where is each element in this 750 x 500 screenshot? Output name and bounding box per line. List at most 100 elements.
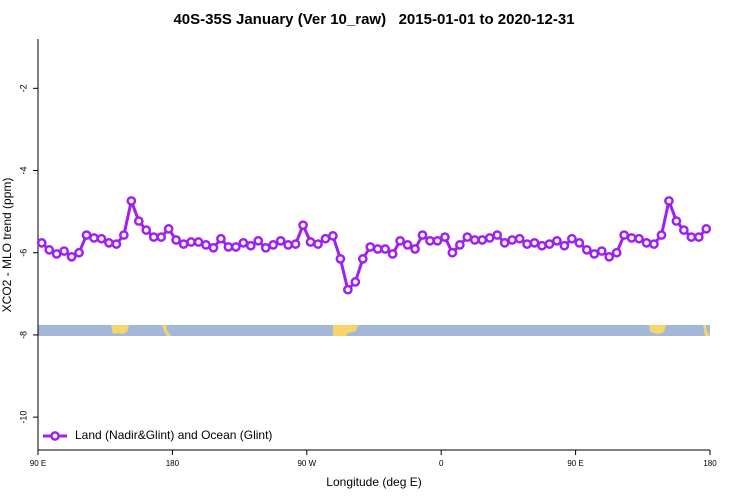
- data-point: [51, 249, 62, 259]
- y-tick-label: -10: [18, 411, 28, 424]
- data-point: [126, 196, 137, 206]
- data-point: [231, 242, 241, 252]
- data-point: [208, 242, 219, 253]
- data-point: [469, 235, 480, 245]
- data-point: [283, 240, 293, 250]
- data-point: [492, 230, 503, 240]
- data-point: [499, 238, 510, 248]
- data-point: [260, 242, 271, 253]
- data-point: [290, 239, 301, 249]
- data-point: [156, 232, 167, 242]
- data-point: [365, 242, 376, 252]
- data-point: [335, 254, 346, 264]
- y-tick-label: -6: [18, 249, 28, 257]
- data-point: [350, 277, 361, 287]
- data-point: [693, 232, 704, 242]
- data-point: [611, 247, 622, 258]
- data-point: [440, 232, 450, 242]
- data-point: [425, 235, 435, 246]
- y-tick-label: -8: [18, 331, 28, 339]
- data-point: [664, 196, 674, 206]
- data-point: [410, 244, 420, 254]
- land: [162, 325, 171, 336]
- data-point: [417, 230, 428, 240]
- data-point: [581, 244, 592, 255]
- data-point: [268, 240, 279, 250]
- x-tick-label: 90 E: [567, 459, 583, 468]
- data-point: [395, 235, 405, 246]
- data-point: [701, 224, 712, 234]
- data-point: [447, 247, 458, 258]
- legend: Land (Nadir&Glint) and Ocean (Glint): [43, 428, 272, 442]
- data-point: [216, 233, 226, 244]
- data-point: [305, 237, 316, 247]
- x-axis-label: Longitude (deg E): [326, 475, 421, 489]
- data-point: [275, 235, 286, 246]
- data-point: [148, 232, 159, 242]
- data-point: [104, 238, 114, 248]
- data-point: [357, 254, 368, 264]
- data-point: [328, 231, 338, 241]
- data-point: [201, 240, 211, 250]
- data-point: [380, 244, 391, 254]
- y-axis-label: XCO2 - MLO trend (ppm): [0, 178, 14, 313]
- data-point: [589, 249, 600, 259]
- data-point: [66, 251, 77, 262]
- data-point: [387, 249, 398, 259]
- data-point: [686, 232, 697, 242]
- x-tick-label: 180: [166, 459, 180, 468]
- data-point: [626, 233, 637, 243]
- data-point: [462, 232, 473, 242]
- data-point: [74, 247, 84, 258]
- data-point: [574, 238, 585, 248]
- data-point: [313, 239, 323, 249]
- data-point: [245, 240, 256, 251]
- data-point: [59, 246, 69, 256]
- data-point: [596, 246, 607, 256]
- data-point: [186, 237, 196, 247]
- data-point: [89, 233, 99, 243]
- data-point: [522, 239, 532, 249]
- data-point: [133, 216, 144, 226]
- data-point: [507, 235, 517, 245]
- legend-label: Land (Nadir&Glint) and Ocean (Glint): [75, 428, 272, 442]
- data-point: [679, 225, 689, 235]
- data-point: [604, 251, 615, 262]
- data-point: [634, 233, 644, 244]
- data-point: [193, 237, 204, 247]
- data-point: [298, 220, 308, 231]
- data-point: [529, 238, 540, 248]
- data-point: [96, 233, 107, 244]
- data-point: [567, 233, 577, 244]
- data-point: [36, 238, 47, 248]
- data-point: [671, 216, 682, 226]
- data-point: [81, 230, 92, 240]
- data-point: [119, 230, 129, 240]
- data-point: [253, 235, 264, 246]
- data-point: [514, 233, 525, 244]
- data-point: [484, 233, 495, 243]
- land: [649, 325, 666, 334]
- y-tick-label: -4: [18, 167, 28, 175]
- data-point: [537, 240, 547, 251]
- data-point: [455, 240, 465, 250]
- data-point: [44, 244, 55, 255]
- data-point: [656, 230, 667, 240]
- data-point: [343, 284, 353, 295]
- chart-title: 40S-35S January (Ver 10_raw) 2015-01-01 …: [173, 11, 574, 28]
- data-point: [171, 235, 181, 245]
- land: [333, 325, 358, 336]
- ocean-band: [38, 325, 710, 336]
- x-tick-label: 90 W: [297, 459, 316, 468]
- data-point: [619, 230, 629, 240]
- land: [111, 325, 129, 334]
- map-strip: [38, 325, 710, 336]
- data-point: [402, 240, 413, 250]
- data-point: [141, 225, 152, 235]
- x-tick-label: 90 E: [30, 459, 46, 468]
- data-point: [552, 235, 562, 246]
- data-point: [544, 239, 555, 249]
- data-point: [641, 238, 652, 248]
- data-point: [163, 224, 174, 234]
- data-point: [559, 240, 570, 251]
